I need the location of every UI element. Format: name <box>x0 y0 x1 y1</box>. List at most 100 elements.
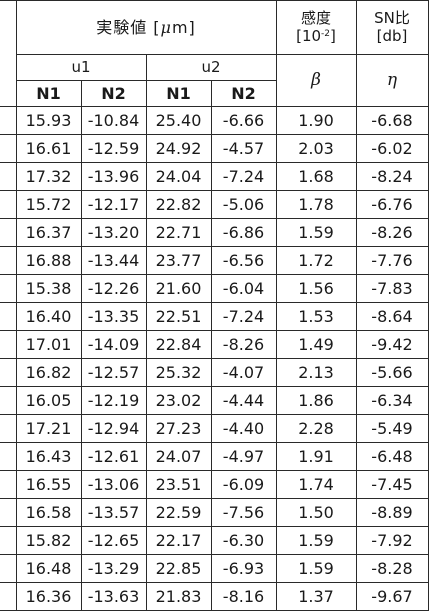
table-row: 16.48 -13.29 22.85 -6.93 1.59 -8.28 <box>0 554 429 583</box>
row-stub-cell <box>0 582 17 611</box>
cell-u2-n1: 22.59 <box>145 498 212 527</box>
cell-beta: 2.13 <box>275 358 357 387</box>
table-row: 15.93 -10.84 25.40 -6.66 1.90 -6.68 <box>0 106 429 135</box>
cell-eta: -9.42 <box>355 330 429 359</box>
cell-beta: 1.68 <box>275 162 357 191</box>
row-stub-cell <box>0 190 17 219</box>
cell-u2-n2: -6.93 <box>210 554 277 583</box>
data-rows: 15.93 -10.84 25.40 -6.66 1.90 -6.68 16.61 -12.5… <box>0 106 429 611</box>
cell-u2-n2: -6.66 <box>210 106 277 135</box>
cell-eta: -8.28 <box>355 554 429 583</box>
cell-u1-n2: -12.61 <box>80 442 147 471</box>
cell-beta: 1.50 <box>275 498 357 527</box>
row-stub-cell <box>0 246 17 275</box>
table-row: 17.21 -12.94 27.23 -4.40 2.28 -5.49 <box>0 414 429 443</box>
row-stub-cell <box>0 386 17 415</box>
cell-u2-n2: -4.97 <box>210 442 277 471</box>
cell-u1-n2: -12.65 <box>80 526 147 555</box>
cell-u1-n1: 15.38 <box>15 274 82 303</box>
table-row: 15.38 -12.26 21.60 -6.04 1.56 -7.83 <box>0 274 429 303</box>
row-stub-cell <box>0 498 17 527</box>
cell-eta: -6.48 <box>355 442 429 471</box>
row-stub-cell <box>0 526 17 555</box>
cell-beta: 1.91 <box>275 442 357 471</box>
cell-u1-n2: -13.63 <box>80 582 147 611</box>
cell-u2-n2: -6.30 <box>210 526 277 555</box>
u1-n1-header: N1 <box>15 80 82 107</box>
cell-beta: 1.59 <box>275 554 357 583</box>
beta-header: β <box>275 54 357 107</box>
cell-u1-n2: -12.94 <box>80 414 147 443</box>
cell-beta: 1.78 <box>275 190 357 219</box>
u2-header: u2 <box>145 54 277 81</box>
cell-beta: 1.72 <box>275 246 357 275</box>
table-row: 16.55 -13.06 23.51 -6.09 1.74 -7.45 <box>0 470 429 499</box>
cell-beta: 2.28 <box>275 414 357 443</box>
cell-u2-n1: 22.82 <box>145 190 212 219</box>
cell-u1-n2: -13.57 <box>80 498 147 527</box>
cell-beta: 1.59 <box>275 218 357 247</box>
cell-u2-n1: 21.60 <box>145 274 212 303</box>
cell-eta: -7.83 <box>355 274 429 303</box>
cell-u2-n1: 21.83 <box>145 582 212 611</box>
cell-eta: -9.67 <box>355 582 429 611</box>
cell-eta: -6.02 <box>355 134 429 163</box>
cell-u2-n1: 23.51 <box>145 470 212 499</box>
row-stub-cell <box>0 106 17 135</box>
cell-u2-n1: 25.40 <box>145 106 212 135</box>
cell-u2-n2: -8.16 <box>210 582 277 611</box>
sensitivity-unit: [10-2] <box>296 26 336 45</box>
row-stub-cell <box>0 302 17 331</box>
cell-u2-n2: -4.57 <box>210 134 277 163</box>
cell-eta: -5.49 <box>355 414 429 443</box>
cell-u1-n2: -13.06 <box>80 470 147 499</box>
cell-u2-n1: 22.71 <box>145 218 212 247</box>
cell-u2-n1: 24.07 <box>145 442 212 471</box>
cell-u1-n1: 16.58 <box>15 498 82 527</box>
cell-u2-n1: 22.85 <box>145 554 212 583</box>
cell-u2-n1: 24.04 <box>145 162 212 191</box>
cell-u1-n1: 17.01 <box>15 330 82 359</box>
table-row: 15.82 -12.65 22.17 -6.30 1.59 -7.92 <box>0 526 429 555</box>
cell-u1-n2: -12.59 <box>80 134 147 163</box>
table-row: 16.82 -12.57 25.32 -4.07 2.13 -5.66 <box>0 358 429 387</box>
cell-u2-n1: 25.32 <box>145 358 212 387</box>
left-stub-cell <box>0 0 17 107</box>
row-stub-cell <box>0 162 17 191</box>
cell-u1-n1: 16.05 <box>15 386 82 415</box>
table-row: 17.01 -14.09 22.84 -8.26 1.49 -9.42 <box>0 330 429 359</box>
table-row: 16.88 -13.44 23.77 -6.56 1.72 -7.76 <box>0 246 429 275</box>
cell-u1-n1: 16.55 <box>15 470 82 499</box>
cell-u1-n1: 15.93 <box>15 106 82 135</box>
cell-u1-n1: 16.61 <box>15 134 82 163</box>
cell-u1-n1: 15.72 <box>15 190 82 219</box>
cell-u2-n1: 27.23 <box>145 414 212 443</box>
cell-beta: 1.53 <box>275 302 357 331</box>
row-stub-cell <box>0 358 17 387</box>
cell-eta: -8.26 <box>355 218 429 247</box>
cell-u1-n2: -12.26 <box>80 274 147 303</box>
cell-u2-n2: -7.24 <box>210 162 277 191</box>
u2-n1-header: N1 <box>145 80 212 107</box>
table-row: 16.37 -13.20 22.71 -6.86 1.59 -8.26 <box>0 218 429 247</box>
sensitivity-header: 感度 [10-2] <box>275 0 357 55</box>
row-stub-cell <box>0 134 17 163</box>
experimental-value-header: 実験値 [μm] <box>15 0 277 55</box>
cell-u2-n2: -7.24 <box>210 302 277 331</box>
cell-eta: -8.89 <box>355 498 429 527</box>
cell-u1-n2: -12.17 <box>80 190 147 219</box>
cell-u1-n2: -14.09 <box>80 330 147 359</box>
cell-eta: -6.34 <box>355 386 429 415</box>
cell-beta: 1.74 <box>275 470 357 499</box>
eta-header: η <box>355 54 429 107</box>
cell-u2-n2: -6.56 <box>210 246 277 275</box>
cell-u2-n1: 22.84 <box>145 330 212 359</box>
u2-n2-header: N2 <box>210 80 277 107</box>
table-row: 16.61 -12.59 24.92 -4.57 2.03 -6.02 <box>0 134 429 163</box>
row-stub-cell <box>0 414 17 443</box>
cell-u2-n2: -6.86 <box>210 218 277 247</box>
table-row: 16.36 -13.63 21.83 -8.16 1.37 -9.67 <box>0 582 429 611</box>
cell-eta: -5.66 <box>355 358 429 387</box>
header-row-2: u1 u2 β η <box>0 54 429 107</box>
